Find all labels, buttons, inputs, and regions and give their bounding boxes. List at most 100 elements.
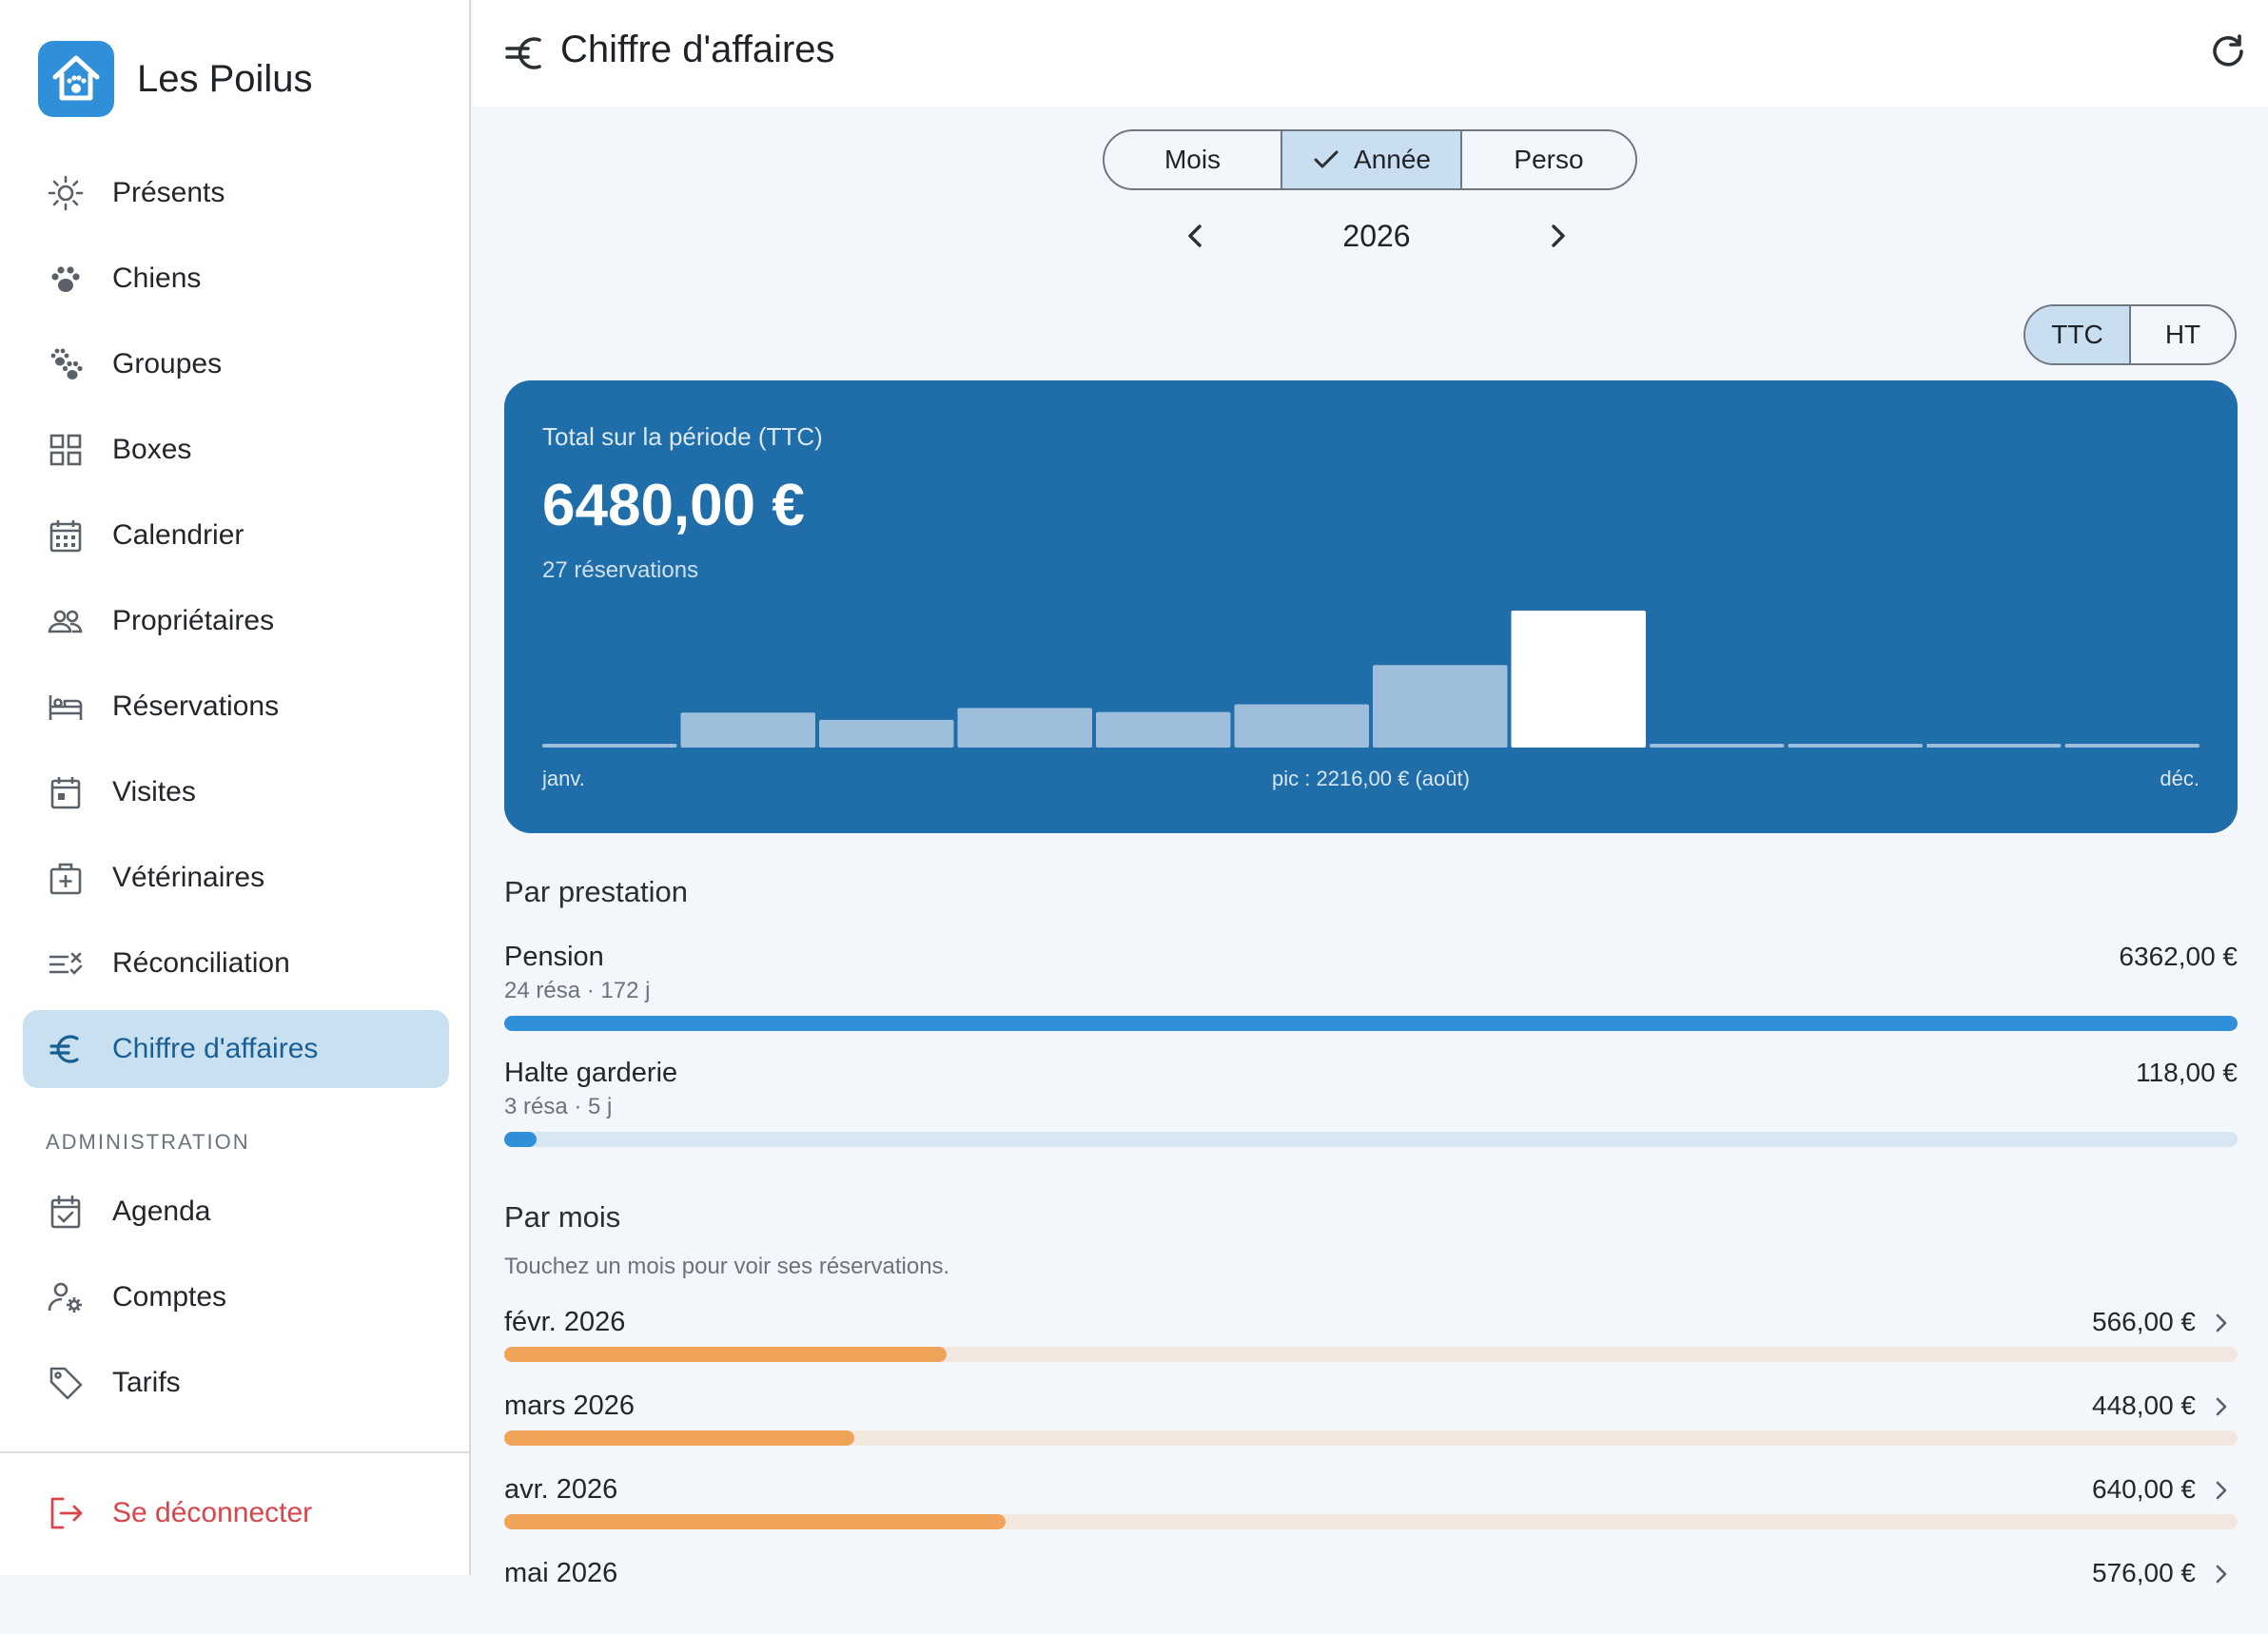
chart-bar-6 (1234, 704, 1369, 748)
period-option-label: Année (1354, 145, 1431, 174)
month-progress (504, 1514, 2238, 1529)
nav-item-presents[interactable]: Présents (23, 154, 449, 232)
chart-bar-7 (1373, 665, 1508, 748)
nav-item-visites[interactable]: Visites (23, 753, 449, 831)
chevron-right-icon[interactable] (1538, 217, 1576, 255)
account-cog-icon (46, 1277, 86, 1317)
section-label-administration: ADMINISTRATION (46, 1130, 250, 1154)
top-app-bar: Chiffre d'affaires (473, 0, 2268, 107)
month-name: mars 2026 (504, 1391, 635, 1421)
main-content: Chiffre d'affaires Mois Année Perso 2026… (473, 0, 2268, 1588)
sun-icon (46, 173, 86, 213)
nav-label: Vétérinaires (112, 862, 265, 893)
service-progress-fill (504, 1016, 2238, 1031)
check-icon (1314, 150, 1339, 168)
chevron-right-icon (2216, 1397, 2227, 1416)
month-amount: 640,00 € (2092, 1474, 2196, 1504)
refresh-icon[interactable] (2207, 32, 2249, 74)
axis-end-label: déc. (2160, 767, 2200, 790)
nav-item-agenda[interactable]: Agenda (23, 1173, 449, 1251)
nav-item-chiffre-affaires[interactable]: Chiffre d'affaires (23, 1010, 449, 1088)
people-icon (46, 601, 86, 641)
page-title: Chiffre d'affaires (560, 29, 835, 70)
month-amount: 566,00 € (2092, 1307, 2196, 1336)
total-label: Total sur la période (TTC) (542, 422, 823, 451)
month-progress-fill (504, 1430, 855, 1446)
tag-icon (46, 1363, 86, 1403)
chart-bar-8 (1511, 611, 1646, 748)
nav-label: Propriétaires (112, 605, 275, 636)
nav-label: Comptes (112, 1281, 227, 1313)
paws-icon (46, 344, 86, 384)
chart-bar-9 (1650, 744, 1785, 748)
service-sub: 3 résa · 5 j (504, 1094, 613, 1119)
nav-item-proprietaires[interactable]: Propriétaires (23, 582, 449, 660)
months-hint: Touchez un mois pour voir ses réservatio… (504, 1254, 950, 1279)
nav-item-reservations[interactable]: Réservations (23, 668, 449, 746)
month-row[interactable]: févr. 2026 566,00 € (504, 1307, 2238, 1383)
tax-option-label: HT (2164, 320, 2201, 349)
nav-label: Présents (112, 177, 225, 208)
nav-item-veterinaires[interactable]: Vétérinaires (23, 839, 449, 917)
logout-icon (46, 1493, 86, 1533)
calendar-event-icon (46, 772, 86, 812)
chevron-right-icon (2216, 1481, 2227, 1500)
period-option-annee[interactable]: Année (1281, 131, 1460, 188)
euro-icon (46, 1029, 86, 1069)
nav-item-comptes[interactable]: Comptes (23, 1258, 449, 1336)
sidebar: Les Poilus Présents Chiens Groupes Boxes (0, 0, 471, 1575)
chart-bar-1 (542, 744, 677, 748)
period-option-label: Mois (1163, 145, 1222, 174)
month-progress-fill (504, 1347, 947, 1362)
nav-item-chiens[interactable]: Chiens (23, 240, 449, 318)
month-row[interactable]: mai 2026 576,00 € (504, 1558, 2238, 1634)
year-navigator: 2026 (1177, 209, 1576, 263)
logout-wrap: Se déconnecter (23, 1474, 449, 1560)
paw-icon (46, 259, 86, 299)
month-row[interactable]: avr. 2026 640,00 € (504, 1474, 2238, 1550)
tax-option-label: TTC (2051, 320, 2103, 349)
month-name: avr. 2026 (504, 1474, 618, 1505)
nav-item-tarifs[interactable]: Tarifs (23, 1344, 449, 1422)
total-card: Total sur la période (TTC) 6480,00 € 27 … (504, 380, 2238, 833)
nav-label: Chiens (112, 263, 202, 294)
period-option-perso[interactable]: Perso (1460, 131, 1635, 188)
period-option-mois[interactable]: Mois (1105, 131, 1281, 188)
nav-label: Chiffre d'affaires (112, 1033, 319, 1064)
month-name: mai 2026 (504, 1558, 618, 1588)
service-progress-fill (504, 1132, 537, 1147)
nav-label: Agenda (112, 1196, 211, 1227)
medical-bag-icon (46, 858, 86, 898)
nav-item-calendrier[interactable]: Calendrier (23, 496, 449, 574)
logout-label: Se déconnecter (112, 1497, 313, 1528)
month-progress (504, 1430, 2238, 1446)
chevron-left-icon[interactable] (1177, 217, 1215, 255)
calendar-check-icon (46, 1192, 86, 1232)
logout-button[interactable]: Se déconnecter (23, 1474, 449, 1552)
main-nav: Présents Chiens Groupes Boxes Calendrier (23, 154, 449, 1096)
tax-toggle: TTC HT (2024, 304, 2237, 365)
tax-option-ttc[interactable]: TTC (2025, 306, 2129, 363)
period-value: 2026 (1342, 219, 1411, 253)
bed-icon (46, 687, 86, 727)
nav-label: Visites (112, 776, 196, 807)
brand: Les Poilus (38, 41, 313, 117)
chart-bar-3 (819, 719, 954, 748)
tax-option-ht[interactable]: HT (2129, 306, 2235, 363)
month-progress (504, 1347, 2238, 1362)
reconcile-icon (46, 943, 86, 983)
month-name: févr. 2026 (504, 1307, 626, 1337)
admin-nav: Agenda Comptes Tarifs (23, 1173, 449, 1430)
service-progress (504, 1016, 2238, 1031)
nav-label: Calendrier (112, 519, 244, 551)
nav-label: Tarifs (112, 1367, 181, 1398)
period-selector: Mois Année Perso (1103, 129, 1637, 190)
app-logo-icon (38, 41, 114, 117)
divider (0, 1451, 469, 1453)
nav-item-boxes[interactable]: Boxes (23, 411, 449, 489)
nav-item-reconciliation[interactable]: Réconciliation (23, 924, 449, 1002)
euro-icon (505, 37, 541, 69)
month-row[interactable]: mars 2026 448,00 € (504, 1391, 2238, 1467)
nav-item-groupes[interactable]: Groupes (23, 325, 449, 403)
month-amount: 576,00 € (2092, 1558, 2196, 1587)
